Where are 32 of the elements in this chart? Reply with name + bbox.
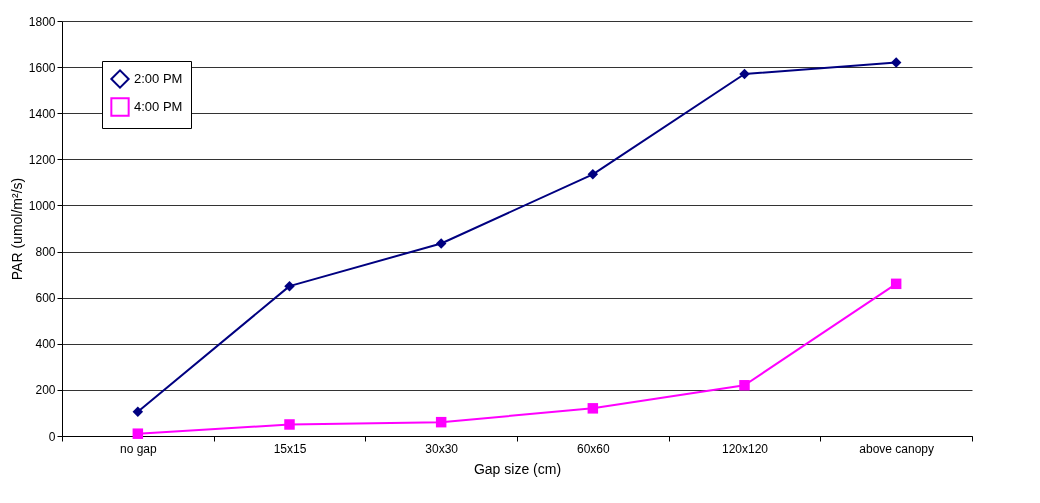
y-tick-label: 400 — [35, 337, 56, 352]
y-tick-label: 1200 — [28, 152, 56, 167]
y-tick-label: 200 — [35, 383, 56, 398]
x-tick-label: 30x30 — [425, 441, 459, 456]
point — [132, 406, 144, 418]
point — [739, 68, 750, 80]
point — [284, 419, 295, 430]
point — [890, 57, 902, 68]
x-tick-label: 60x60 — [576, 441, 610, 456]
y-axis-title: PAR (umol/m²/s) — [8, 177, 25, 281]
y-tick-label: 800 — [35, 245, 56, 260]
x-tick-label: above canopy — [859, 441, 935, 456]
x-tick-label: 120x120 — [721, 441, 769, 456]
point — [435, 238, 447, 249]
point — [132, 428, 144, 439]
legend-label: 4:00 PM — [134, 99, 183, 114]
y-tick-label: 1400 — [28, 106, 56, 121]
point — [739, 380, 750, 391]
y-tick-label: 1800 — [28, 14, 56, 29]
x-axis-title: Gap size (cm) — [473, 460, 562, 477]
x-tick-label: no gap — [119, 441, 158, 456]
y-tick-label: 1000 — [28, 198, 56, 213]
point — [435, 416, 447, 428]
point — [587, 169, 599, 180]
y-tick-label: 0 — [48, 429, 56, 444]
point — [890, 278, 902, 290]
point — [284, 280, 295, 292]
y-tick-label: 600 — [35, 291, 56, 306]
x-tick-label: 15x15 — [273, 441, 307, 456]
point — [587, 403, 599, 414]
y-tick-label: 1600 — [28, 60, 56, 75]
legend-label: 2:00 PM — [134, 71, 183, 86]
